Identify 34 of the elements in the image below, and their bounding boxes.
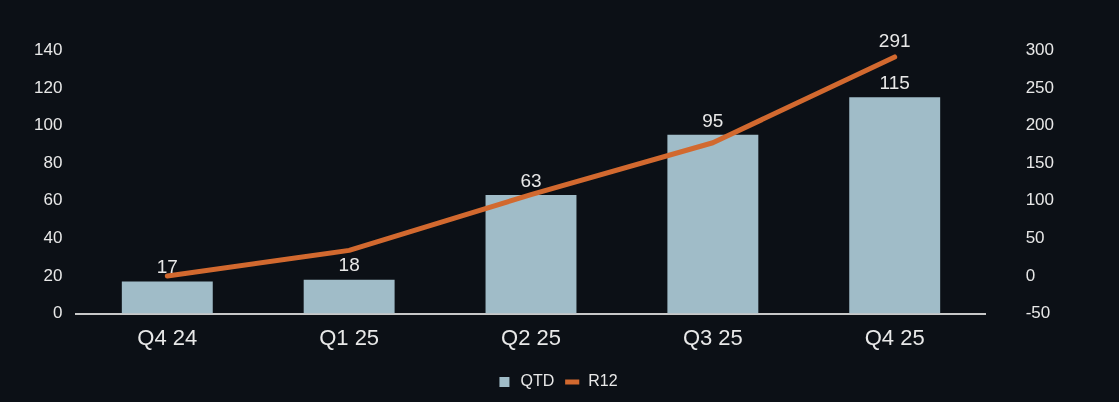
y-tick-label: 120 bbox=[33, 77, 63, 97]
x-tick-label: Q1 25 bbox=[319, 324, 380, 350]
data-label: 18 bbox=[338, 254, 360, 276]
y2-tick-label: -50 bbox=[1025, 303, 1051, 323]
y2-tick-label: 0 bbox=[1025, 265, 1036, 285]
legend-label: R12 bbox=[588, 372, 618, 390]
y2-tick-label: 100 bbox=[1025, 190, 1055, 210]
bar bbox=[849, 97, 941, 314]
y-tick-label: 80 bbox=[43, 152, 63, 172]
bar bbox=[121, 281, 213, 314]
y-tick-label: 140 bbox=[33, 39, 63, 59]
legend-label: QTD bbox=[520, 372, 555, 390]
y2-tick-label: 300 bbox=[1025, 39, 1055, 59]
bar bbox=[303, 279, 395, 314]
data-label: 17 bbox=[156, 256, 178, 278]
x-tick-label: Q3 25 bbox=[682, 324, 743, 350]
bar bbox=[667, 134, 759, 314]
y-tick-label: 0 bbox=[52, 303, 63, 323]
y2-tick-label: 50 bbox=[1025, 228, 1045, 248]
y-tick-label: 100 bbox=[33, 115, 63, 135]
bar bbox=[485, 195, 577, 314]
y2-tick-label: 200 bbox=[1025, 115, 1055, 135]
y-tick-label: 40 bbox=[43, 228, 63, 248]
x-tick-label: Q4 25 bbox=[864, 324, 925, 350]
y-tick-label: 60 bbox=[43, 190, 63, 210]
data-label: 115 bbox=[879, 71, 910, 93]
data-label: 63 bbox=[520, 169, 542, 191]
y2-tick-label: 250 bbox=[1025, 77, 1055, 97]
y2-tick-label: 150 bbox=[1025, 152, 1055, 172]
y-tick-label: 20 bbox=[43, 265, 63, 285]
data-label: 291 bbox=[878, 29, 911, 51]
x-tick-label: Q2 25 bbox=[501, 324, 561, 350]
x-tick-label: Q4 24 bbox=[137, 324, 198, 350]
data-label: 95 bbox=[702, 109, 724, 131]
